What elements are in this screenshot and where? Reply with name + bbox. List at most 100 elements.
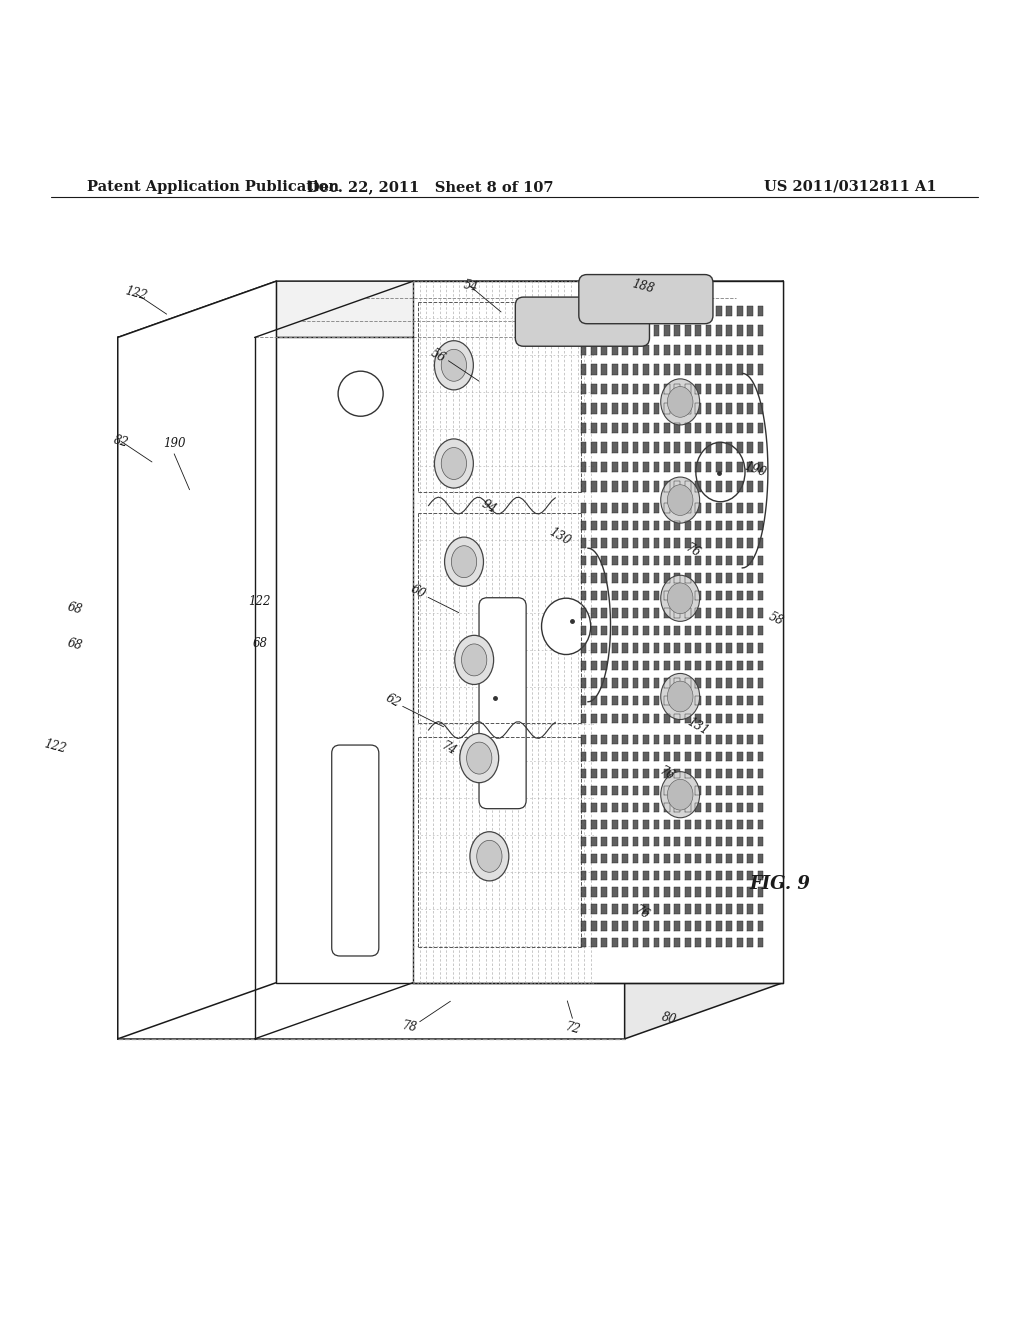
Polygon shape xyxy=(695,887,701,896)
Polygon shape xyxy=(758,661,764,671)
Polygon shape xyxy=(695,752,701,762)
Polygon shape xyxy=(623,820,628,829)
Polygon shape xyxy=(716,820,722,829)
Polygon shape xyxy=(695,325,701,335)
Polygon shape xyxy=(748,939,753,948)
Polygon shape xyxy=(758,768,764,777)
Polygon shape xyxy=(653,803,659,812)
Polygon shape xyxy=(675,820,680,829)
Polygon shape xyxy=(748,626,753,635)
Polygon shape xyxy=(601,714,607,723)
Polygon shape xyxy=(695,921,701,931)
Text: Dec. 22, 2011   Sheet 8 of 107: Dec. 22, 2011 Sheet 8 of 107 xyxy=(307,180,553,194)
Polygon shape xyxy=(664,480,670,491)
Polygon shape xyxy=(716,442,722,453)
Polygon shape xyxy=(716,520,722,531)
Polygon shape xyxy=(581,626,587,635)
Polygon shape xyxy=(726,904,732,913)
Polygon shape xyxy=(612,503,617,512)
Polygon shape xyxy=(695,609,701,618)
Polygon shape xyxy=(748,820,753,829)
Polygon shape xyxy=(706,503,712,512)
Polygon shape xyxy=(758,785,764,795)
Polygon shape xyxy=(612,752,617,762)
Polygon shape xyxy=(685,714,690,723)
Polygon shape xyxy=(581,696,587,705)
Polygon shape xyxy=(643,480,649,491)
Polygon shape xyxy=(591,735,597,744)
Polygon shape xyxy=(633,591,638,601)
Polygon shape xyxy=(601,422,607,433)
Polygon shape xyxy=(581,678,587,688)
Circle shape xyxy=(338,371,383,416)
Polygon shape xyxy=(643,591,649,601)
Polygon shape xyxy=(706,422,712,433)
Polygon shape xyxy=(612,626,617,635)
Polygon shape xyxy=(675,854,680,863)
Polygon shape xyxy=(633,556,638,565)
Polygon shape xyxy=(633,403,638,413)
Polygon shape xyxy=(653,306,659,317)
Polygon shape xyxy=(748,384,753,395)
Polygon shape xyxy=(685,539,690,548)
Polygon shape xyxy=(612,403,617,413)
Polygon shape xyxy=(685,678,690,688)
Polygon shape xyxy=(706,921,712,931)
Polygon shape xyxy=(653,609,659,618)
Polygon shape xyxy=(664,520,670,531)
Polygon shape xyxy=(716,609,722,618)
Polygon shape xyxy=(653,520,659,531)
Polygon shape xyxy=(591,752,597,762)
Polygon shape xyxy=(612,870,617,879)
Polygon shape xyxy=(758,480,764,491)
Polygon shape xyxy=(685,422,690,433)
Polygon shape xyxy=(612,442,617,453)
Polygon shape xyxy=(664,752,670,762)
Polygon shape xyxy=(748,870,753,879)
Polygon shape xyxy=(685,364,690,375)
Polygon shape xyxy=(633,678,638,688)
Polygon shape xyxy=(737,939,742,948)
Polygon shape xyxy=(623,345,628,355)
Polygon shape xyxy=(643,643,649,653)
Polygon shape xyxy=(653,678,659,688)
Text: 76: 76 xyxy=(632,903,651,921)
Polygon shape xyxy=(737,870,742,879)
Polygon shape xyxy=(726,520,732,531)
Polygon shape xyxy=(664,870,670,879)
Polygon shape xyxy=(758,820,764,829)
Polygon shape xyxy=(726,384,732,395)
Polygon shape xyxy=(737,384,742,395)
Polygon shape xyxy=(633,735,638,744)
Polygon shape xyxy=(758,939,764,948)
Polygon shape xyxy=(716,678,722,688)
Polygon shape xyxy=(414,281,783,982)
Polygon shape xyxy=(675,904,680,913)
Polygon shape xyxy=(748,837,753,846)
Polygon shape xyxy=(664,591,670,601)
Polygon shape xyxy=(726,591,732,601)
Polygon shape xyxy=(758,643,764,653)
Text: 122: 122 xyxy=(249,595,271,609)
Polygon shape xyxy=(695,480,701,491)
Polygon shape xyxy=(716,306,722,317)
Polygon shape xyxy=(706,609,712,618)
Polygon shape xyxy=(748,539,753,548)
Polygon shape xyxy=(591,939,597,948)
Polygon shape xyxy=(716,591,722,601)
Polygon shape xyxy=(612,768,617,777)
Polygon shape xyxy=(748,678,753,688)
Polygon shape xyxy=(623,921,628,931)
Polygon shape xyxy=(675,325,680,335)
Polygon shape xyxy=(591,678,597,688)
Polygon shape xyxy=(716,384,722,395)
Polygon shape xyxy=(625,281,783,1039)
Polygon shape xyxy=(591,573,597,582)
Polygon shape xyxy=(675,480,680,491)
Polygon shape xyxy=(706,735,712,744)
Polygon shape xyxy=(664,384,670,395)
Polygon shape xyxy=(601,904,607,913)
Ellipse shape xyxy=(668,779,693,810)
Polygon shape xyxy=(695,556,701,565)
Polygon shape xyxy=(726,921,732,931)
